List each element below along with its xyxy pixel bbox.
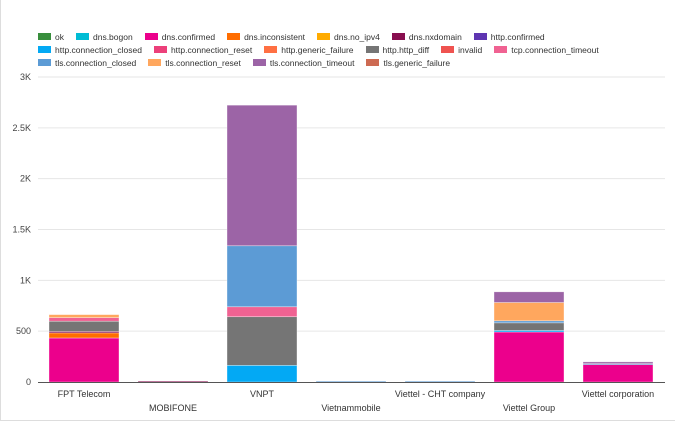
legend-swatch: [75, 33, 89, 40]
legend-swatch: [148, 59, 162, 66]
legend-swatch: [264, 46, 278, 53]
legend-label: http.http_diff: [382, 44, 430, 55]
y-tick-label: 2K: [20, 174, 31, 184]
legend-item[interactable]: tls.connection_timeout: [252, 57, 355, 68]
legend-label: dns.inconsistent: [244, 31, 306, 42]
legend-item[interactable]: dns.bogon: [75, 31, 133, 42]
bar-segment: [582, 361, 654, 364]
legend-item[interactable]: tls.generic_failure: [366, 58, 450, 68]
bar-segment: [493, 322, 565, 331]
legend-swatch: [144, 33, 158, 40]
bar-segment: [48, 332, 120, 339]
legend-swatch: [391, 33, 405, 40]
legend-label: ok: [55, 31, 64, 42]
legend-label: dns.bogon: [92, 31, 133, 42]
legend-swatch: [38, 33, 51, 40]
legend-swatch: [317, 33, 331, 40]
bar-segment: [493, 302, 565, 322]
legend-label: tls.connection_reset: [165, 57, 241, 68]
y-tick-label: 3K: [20, 72, 31, 82]
legend-item[interactable]: http.http_diff: [365, 44, 430, 55]
legend-swatch: [473, 33, 487, 40]
legend-item[interactable]: tls.connection_closed: [38, 58, 136, 68]
legend-label: dns.confirmed: [161, 31, 216, 42]
legend-swatch: [38, 59, 51, 66]
legend-swatch: [366, 59, 380, 66]
legend-label: dns.no_ipv4: [334, 31, 380, 42]
legend-label: tls.connection_closed: [55, 57, 137, 68]
legend-swatch: [153, 46, 167, 53]
legend-label: dns.nxdomain: [408, 31, 462, 42]
legend-swatch: [441, 46, 455, 53]
bar-segment: [226, 316, 298, 366]
bar-segment: [582, 364, 654, 383]
legend-swatch: [227, 33, 241, 40]
bar-segment: [493, 320, 565, 324]
legend-label: tcp.connection_timeout: [511, 44, 599, 55]
y-tick-label: 500: [16, 326, 31, 336]
bar-segment: [493, 331, 565, 383]
legend: ok dns.bogon dns.confirmed dns.inconsistent…: [38, 30, 658, 69]
legend-item[interactable]: http.confirmed: [473, 31, 545, 42]
legend-swatch: [365, 46, 379, 53]
y-tick-label: 1K: [20, 275, 31, 285]
bar-segment: [226, 306, 298, 318]
y-tick-label: 1.5K: [12, 225, 31, 235]
legend-swatch: [38, 46, 51, 53]
x-tick-label: Viettel corporation: [582, 389, 654, 399]
legend-label: invalid: [458, 44, 483, 55]
legend-row: http.connection_closed http.connection_re…: [38, 43, 658, 56]
legend-label: http.connection_reset: [170, 44, 253, 55]
legend-label: tls.connection_timeout: [269, 57, 355, 68]
legend-item[interactable]: http.connection_reset: [153, 44, 253, 55]
x-tick-label: Viettel Group: [503, 403, 555, 413]
legend-item[interactable]: ok: [38, 32, 64, 42]
legend-item[interactable]: http.connection_closed: [38, 45, 142, 55]
bar-segment: [48, 317, 120, 322]
x-tick-label: Viettel - CHT company: [395, 389, 486, 399]
legend-label: http.generic_failure: [281, 44, 354, 55]
legend-item[interactable]: dns.no_ipv4: [317, 32, 380, 42]
bar-segment: [226, 365, 298, 383]
legend-item[interactable]: dns.nxdomain: [391, 31, 462, 42]
legend-item[interactable]: invalid: [441, 45, 482, 55]
legend-item[interactable]: http.generic_failure: [264, 44, 354, 55]
legend-row: ok dns.bogon dns.confirmed dns.inconsistent…: [38, 30, 658, 43]
bar-segment: [48, 320, 120, 332]
bar-segment: [226, 245, 298, 308]
legend-item[interactable]: dns.inconsistent: [227, 32, 305, 42]
legend-label: http.connection_closed: [55, 44, 142, 55]
x-tick-label: FPT Telecom: [58, 389, 111, 399]
legend-item[interactable]: tcp.connection_timeout: [494, 44, 599, 55]
bar-segment: [48, 337, 120, 383]
legend-item[interactable]: tls.connection_reset: [148, 58, 241, 68]
x-tick-label: VNPT: [250, 389, 275, 399]
bar-segment: [48, 314, 120, 318]
x-tick-label: Vietnammobile: [321, 403, 380, 413]
y-tick-label: 0: [26, 377, 31, 387]
x-tick-label: MOBIFONE: [149, 403, 197, 413]
y-tick-label: 2.5K: [12, 123, 31, 133]
bar-segment: [226, 104, 298, 247]
legend-row: tls.connection_closed tls.connection_rese…: [38, 56, 658, 69]
bar-segment: [493, 291, 565, 303]
legend-label: http.confirmed: [490, 31, 545, 42]
legend-swatch: [494, 46, 508, 53]
legend-swatch: [252, 59, 266, 66]
legend-label: tls.generic_failure: [383, 57, 451, 68]
legend-item[interactable]: dns.confirmed: [144, 31, 216, 42]
